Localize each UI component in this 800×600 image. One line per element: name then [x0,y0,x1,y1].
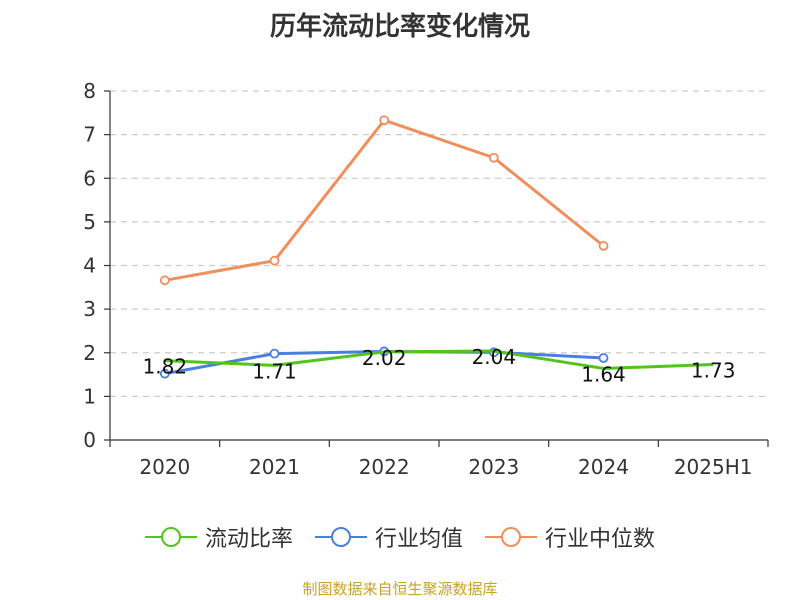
x-tick-label: 2020 [139,455,190,479]
legend-marker-industry-mean [314,527,367,547]
y-tick-label: 5 [83,210,96,234]
y-tick-label: 4 [83,254,96,278]
series-line-2 [164,118,605,282]
y-tick-label: 0 [83,428,96,452]
series-point-2 [488,152,499,163]
legend-marker-industry-median [485,527,537,547]
data-label: 1.64 [581,362,626,386]
legend-item-current-ratio[interactable]: 流动比率 [144,521,293,553]
data-label: 1.82 [143,355,188,379]
x-tick-label: 2023 [468,455,519,479]
series-point-2 [269,255,280,266]
y-tick-label: 1 [83,384,96,408]
chart-title: 历年流动比率变化情况 [269,12,530,42]
series-point-2 [379,115,390,126]
legend-label-industry-mean: 行业均值 [374,527,463,552]
series-point-1 [598,353,609,363]
legend-item-industry-median[interactable]: 行业中位数 [485,521,655,553]
x-tick-label: 2022 [359,455,410,479]
x-tick-label: 2021 [249,455,300,479]
series-line-0 [164,349,714,370]
legend-label-current-ratio: 流动比率 [204,527,293,552]
y-tick-label: 3 [83,297,96,321]
data-label: 1.71 [252,359,297,383]
y-tick-label: 8 [83,79,96,103]
legend: 流动比率 行业均值 行业中位数 [0,520,800,554]
legend-item-industry-mean[interactable]: 行业均值 [314,521,463,553]
series-point-1 [269,348,280,359]
data-label: 2.02 [362,346,407,370]
x-tick-label: 2025H1 [674,455,753,479]
data-label: 2.04 [472,345,517,369]
series-point-2 [159,275,170,286]
data-source-note: 制图数据来自恒生聚源数据库 [302,580,498,598]
x-tick-label: 2024 [578,455,629,479]
y-tick-label: 7 [83,123,96,147]
legend-label-industry-median: 行业中位数 [545,527,656,552]
y-tick-label: 2 [83,341,96,365]
series-point-2 [598,240,609,251]
y-tick-label: 6 [83,166,96,190]
data-label: 1.73 [691,359,736,383]
legend-marker-current-ratio [144,527,197,547]
series-point-1 [159,368,170,379]
